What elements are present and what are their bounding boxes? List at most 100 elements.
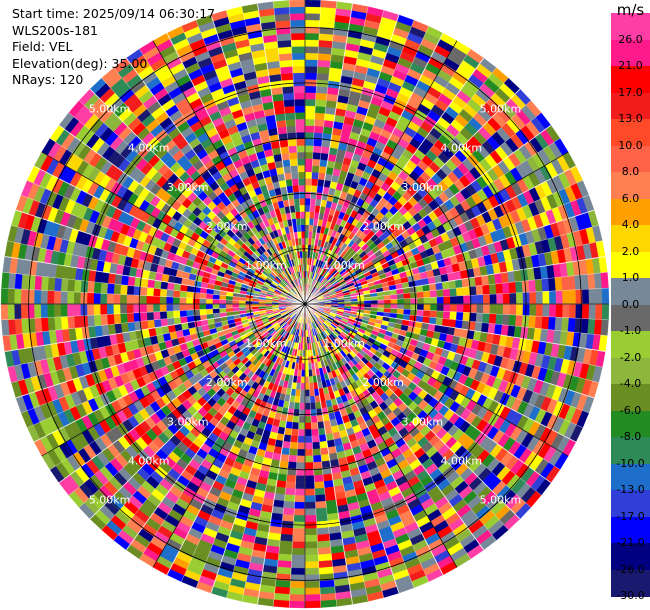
ppi-gate [40,317,49,332]
ppi-gate [310,198,317,206]
ppi-gate [310,402,317,410]
ppi-gate [588,288,596,305]
ppi-gate [67,315,76,330]
ppi-gate [554,316,563,332]
ppi-gate [567,275,576,291]
ppi-gate [443,303,451,312]
ppi-gate [100,282,108,294]
ppi-gate [304,158,313,166]
ppi-gate [113,303,121,315]
ppi-gate [319,579,335,588]
ppi-gate [291,422,299,430]
ppi-gate [40,276,49,291]
ppi-gate [313,125,324,134]
ppi-gate [298,409,306,417]
ppi-gate [147,319,156,329]
ppi-gate [436,289,444,298]
ppi-gate [601,303,610,321]
ppi-gate [496,293,504,305]
ppi-gate [304,600,322,609]
ppi-gate [289,441,298,450]
ppi-gate [304,92,317,100]
ppi-gate [304,376,310,384]
ppi-gate [304,402,311,410]
ppi-gate [33,289,42,305]
ppi-gate [276,566,292,575]
ppi-gate [320,599,337,608]
ppi-gate [290,567,306,576]
ppi-gate [225,299,233,305]
ppi-gate [60,278,69,292]
ppi-gate [482,284,490,295]
ppi-gate [416,309,424,317]
ppi-gate [218,299,226,305]
ppi-gate [320,453,330,462]
ppi-gate [429,290,438,298]
ppi-gate [304,0,322,8]
ppi-gate [185,303,193,311]
ppi-gate [300,376,306,384]
ppi-gate [293,515,306,523]
ppi-gate [93,314,102,327]
ppi-gate [541,278,550,292]
ppi-gate [1,319,10,336]
ppi-gate [73,303,81,317]
ppi-gate [548,316,556,331]
ppi-gate [456,287,464,297]
ppi-gate [166,310,174,319]
ppi-gate [284,494,296,503]
ppi-gate [304,455,314,463]
ppi-gate [304,198,311,206]
ppi-gate [304,488,316,496]
ppi-gate [304,416,312,424]
ppi-gate [304,52,319,60]
ppi-gate [304,39,319,47]
ppi-gate [429,310,438,318]
ppi-gate [528,279,537,293]
ppi-gate [310,408,317,417]
ppi-gate [449,287,457,297]
ppi-gate [232,303,240,308]
ppi-gate [21,318,30,334]
ppi-gate [299,402,306,410]
ppi-gate [166,303,174,312]
ppi-gate [192,292,201,299]
ppi-gate [454,319,463,329]
ppi-gate [47,303,55,318]
ppi-gate [475,285,484,296]
ppi-gate [314,487,326,496]
ppi-gate [463,303,471,313]
ppi-gate [287,461,297,470]
ppi-gate [159,296,167,305]
ppi-gate [423,290,431,298]
ppi-gate [567,317,576,333]
ppi-gate [587,273,596,290]
ppi-gate [60,291,68,305]
ppi-gate [295,475,306,483]
ppi-gate [304,98,316,107]
ppi-gate [496,303,504,315]
ppi-gate [73,315,82,329]
ppi-gate [319,20,335,29]
ppi-gate [120,313,128,324]
ppi-gate [277,553,293,562]
ppi-gate [377,299,385,305]
ppi-gate [86,292,94,305]
ppi-gate [87,314,95,327]
ppi-gate [316,66,331,75]
ppi-gate [304,125,315,133]
ppi-gate [516,303,524,316]
ppi-gate [285,481,296,489]
ppi-gate [562,290,570,305]
ppi-gate [120,284,128,295]
ppi-gate [561,317,570,332]
ppi-gate [277,560,292,569]
ppi-gate [304,363,309,371]
ppi-gate [232,300,240,305]
ppi-gate [33,303,42,319]
ppi-gate [549,290,557,305]
ppi-gate [292,534,306,543]
ppi-gate [288,455,298,463]
ppi-gate [106,313,115,325]
